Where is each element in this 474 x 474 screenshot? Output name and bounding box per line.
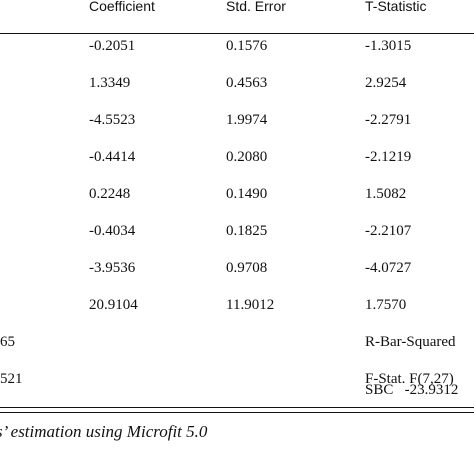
table-bottom-rule [0,407,474,408]
coefficient-cell: 1.3349 [89,75,131,91]
t-statistic-cell: 1.5082 [365,186,407,202]
table-bottom-rule-double [0,412,474,413]
coefficient-cell: -0.4414 [89,149,136,165]
coefficient-cell: 0.2248 [89,186,131,202]
t-statistic-cell: -2.1219 [365,149,412,165]
table-caption: s’ estimation using Microfit 5.0 [0,422,208,441]
t-statistic-cell: 1.7570 [365,297,407,313]
coefficient-cell: -3.9536 [89,260,136,276]
stat-left-value: 65 [0,334,15,350]
std-error-cell: 1.9974 [226,112,268,128]
table-top-rule [0,33,474,34]
stat-right-label: SBC -23.9312 [365,382,459,398]
std-error-cell: 0.4563 [226,75,268,91]
stat-right-label: R-Bar-Squared [365,334,456,350]
std-error-cell: 0.9708 [226,260,268,276]
header-std-error: Std. Error [226,0,286,14]
std-error-cell: 0.1576 [226,38,268,54]
std-error-cell: 11.9012 [226,297,275,313]
coefficient-cell: -4.5523 [89,112,136,128]
header-coefficient: Coefficient [89,0,155,14]
coefficient-cell: -0.2051 [89,38,136,54]
std-error-cell: 0.2080 [226,149,268,165]
t-statistic-cell: -2.2791 [365,112,412,128]
std-error-cell: 0.1490 [226,186,268,202]
t-statistic-cell: -2.2107 [365,223,412,239]
stat-left-value: 521 [0,371,23,387]
header-t-statistic: T-Statistic [365,0,427,14]
t-statistic-cell: -1.3015 [365,38,412,54]
std-error-cell: 0.1825 [226,223,268,239]
t-statistic-cell: -4.0727 [365,260,412,276]
coefficient-cell: 20.9104 [89,297,138,313]
t-statistic-cell: 2.9254 [365,75,407,91]
stat-right-label: F-Stat. F(7,27) [365,371,454,387]
coefficient-cell: -0.4034 [89,223,136,239]
